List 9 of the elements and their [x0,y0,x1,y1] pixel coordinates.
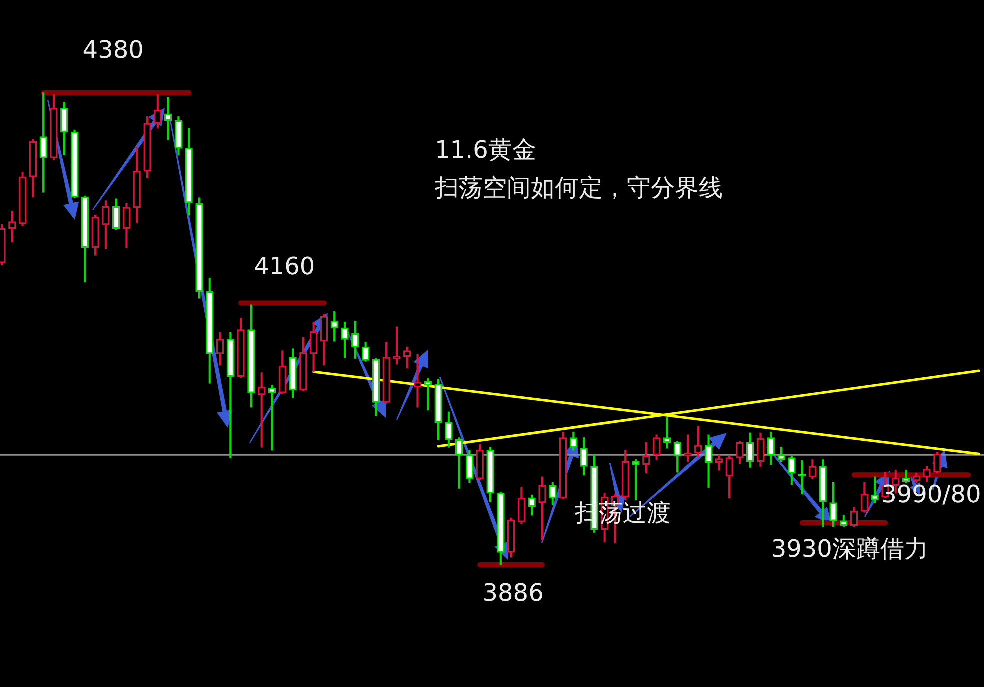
text: 11.6黄金 [435,136,536,164]
text: 扫荡空间如何定，守分界线 [434,174,723,202]
series-label: 3886 [482,579,544,608]
series-label: 3990/80 [882,480,982,508]
candlestick [414,354,422,408]
series-label: 4160 [254,252,316,280]
candlestick [268,385,276,451]
series-label: 4380 [82,36,144,64]
series-label: 3930深蹲借力 [771,535,928,564]
